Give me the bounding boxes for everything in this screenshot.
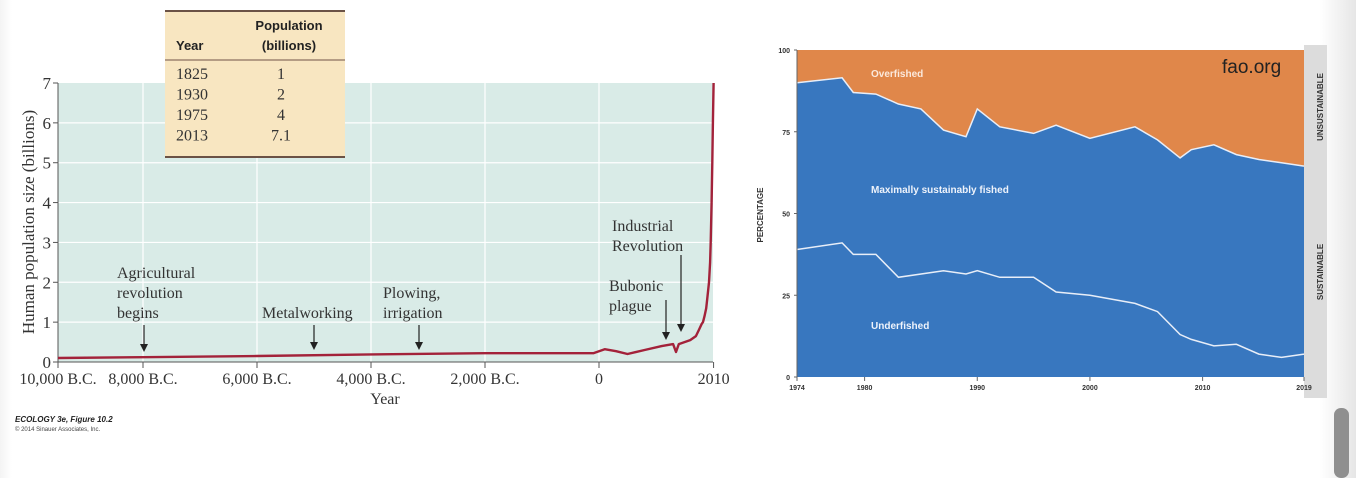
annotation-text: Agricultural [117,265,196,282]
y-tick-label: 7 [43,74,52,93]
y-tick-label: 0 [786,375,790,382]
x-tick-label: 10,000 B.C. [19,371,96,388]
annotation-text: Revolution [612,238,683,255]
table-header-population: Population [255,18,322,33]
figure-caption: ECOLOGY 3e, Figure 10.2 [15,415,113,424]
copyright: © 2014 Sinauer Associates, Inc. [15,427,101,433]
annotation-text: Metalworking [262,305,353,322]
x-tick-label: 2019 [1296,385,1312,392]
table-cell-year: 1975 [176,107,208,124]
population-curve [57,82,715,360]
y-tick-label: 75 [782,130,790,137]
table-cell-population: 7.1 [271,128,291,145]
arrowhead-icon [677,324,685,332]
label-underfished: Underfished [871,321,929,332]
table-header-billions: (billions) [262,38,316,53]
watermark-fao: fao.org [1222,57,1281,78]
y-tick-label: 25 [782,293,790,300]
arrowhead-icon [140,344,148,352]
annotation-text: Industrial [612,218,674,235]
y-tick-label: 100 [778,48,790,55]
line-overfished-boundary [796,77,1305,167]
y-axis-title: Human population size (billions) [19,110,38,334]
scrollbar-thumb[interactable] [1334,408,1349,478]
x-tick-label: 2,000 B.C. [450,371,519,388]
table-cell-year: 1930 [176,87,208,104]
annotation-text: begins [117,305,159,322]
line-underfished-boundary [796,242,1305,359]
table-cell-population: 1 [277,66,285,83]
arrowhead-icon [415,342,423,350]
annotation-text: revolution [117,285,183,302]
x-axis-title: Year [370,391,400,408]
annotation-text: irrigation [383,305,443,322]
x-tick-label: 1990 [969,385,985,392]
table-header-year: Year [176,38,203,53]
annotation-text: plague [609,298,652,315]
y-tick-label: 0 [43,353,52,372]
y-tick-label: 3 [43,233,52,252]
side-label-sustainable: SUSTAINABLE [1316,243,1325,300]
fish-stocks-chart: 0 25 50 75 100 1974 1980 1990 2000 2010 2019 fao.o… [755,45,1327,398]
population-chart: Population Year (billions) 1825 1 1930 2 197… [19,10,730,408]
annotation-text: Plowing, [383,285,440,302]
table-cell-population: 4 [277,107,285,124]
x-tick-label: 0 [595,371,603,388]
table-cell-year: 2013 [176,128,208,145]
side-band [1304,45,1327,398]
y-axis-title: PERCENTAGE [756,187,765,243]
x-tick-label: 1980 [857,385,873,392]
x-tick-label: 6,000 B.C. [222,371,291,388]
population-curve-group [53,82,715,368]
y-tick-label: 2 [43,273,52,292]
x-tick-label: 2010 [1195,385,1211,392]
table-cell-population: 2 [277,87,285,104]
table-cell-year: 1825 [176,66,208,83]
arrowhead-icon [662,332,670,340]
x-tick-label: 4,000 B.C. [336,371,405,388]
y-tick-label: 1 [43,313,52,332]
axis-labels: 0 25 50 75 100 1974 1980 1990 2000 2010 2019 [778,48,1312,392]
y-tick-label: 6 [43,114,52,133]
x-tick-label: 8,000 B.C. [108,371,177,388]
area-sustainable [797,77,1304,378]
x-tick-label: 2010 [698,371,730,388]
area-group [794,49,1305,381]
annotation-text: Bubonic [609,278,663,295]
side-label-unsustainable: UNSUSTAINABLE [1316,72,1325,141]
table-background [165,10,345,158]
label-overfished: Overfished [871,69,923,80]
y-tick-label: 50 [782,212,790,219]
arrowhead-icon [310,342,318,350]
y-tick-label: 5 [43,154,52,173]
x-tick-label: 2000 [1082,385,1098,392]
y-tick-label: 4 [43,194,52,213]
x-tick-label: 1974 [789,385,805,392]
axis-labels: 0 1 2 3 4 5 6 7 10,000 B.C. 8,000 B.C. 6,000 B.C. 4… [19,74,729,388]
population-table: Population Year (billions) 1825 1 1930 2 197… [165,10,345,158]
label-maximally-sustainably-fished: Maximally sustainably fished [871,185,1009,196]
